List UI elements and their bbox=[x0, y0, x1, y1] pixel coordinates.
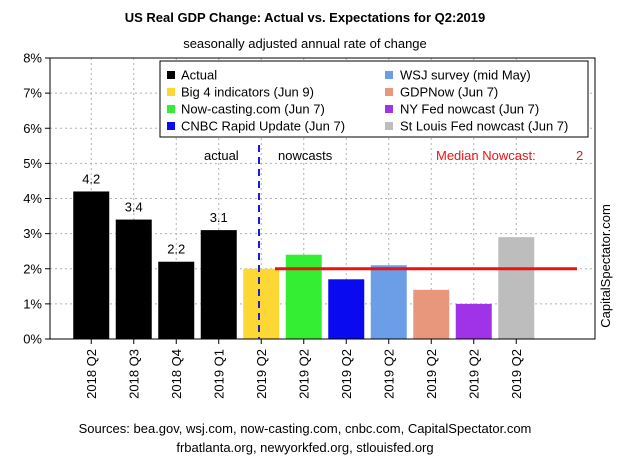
legend-entry-label: Actual bbox=[181, 68, 217, 83]
bar bbox=[498, 237, 535, 339]
sources-line-1: Sources: bea.gov, wsj.com, now-casting.c… bbox=[79, 421, 532, 436]
y-tick-label: 1% bbox=[23, 296, 42, 311]
x-axis: 2018 Q2 2018 Q3 2018 Q4 2019 Q1 2019 Q2 2019 … bbox=[84, 339, 524, 399]
y-tick-label: 8% bbox=[23, 51, 42, 66]
bar bbox=[200, 230, 237, 339]
y-tick-label: 6% bbox=[23, 121, 42, 136]
bars-layer: 4.2 3.4 2.2 3.1 bbox=[73, 171, 535, 339]
y-axis: 0% 1% 2% 3% 4% 5% 6% 7% 8% bbox=[23, 51, 50, 347]
bar-data-label: 3.1 bbox=[210, 210, 228, 225]
x-tick-label: 2018 Q4 bbox=[169, 349, 184, 399]
legend-swatch bbox=[385, 105, 393, 113]
bar bbox=[455, 303, 492, 339]
legend-swatch bbox=[385, 88, 393, 96]
legend-swatch bbox=[167, 105, 175, 113]
watermark: CapitalSpectator.com bbox=[598, 204, 613, 328]
x-tick-label: 2019 Q2 bbox=[509, 349, 524, 399]
bar bbox=[328, 279, 365, 339]
legend-entry-label: Now-casting.com (Jun 7) bbox=[181, 102, 325, 117]
x-tick-label: 2019 Q1 bbox=[211, 349, 226, 399]
bar bbox=[73, 191, 110, 339]
y-tick-label: 3% bbox=[23, 226, 42, 241]
legend-entry-label: WSJ survey (mid May) bbox=[400, 68, 531, 83]
x-tick-label: 2019 Q2 bbox=[381, 349, 396, 399]
legend-entry-label: CNBC Rapid Update (Jun 7) bbox=[181, 119, 345, 134]
legend-entry-label: Big 4 indicators (Jun 9) bbox=[181, 85, 314, 100]
actual-section-label: actual bbox=[204, 148, 239, 163]
bar-data-label: 4.2 bbox=[82, 171, 100, 186]
legend-swatch bbox=[167, 71, 175, 79]
bar bbox=[413, 289, 450, 339]
y-tick-label: 4% bbox=[23, 191, 42, 206]
legend-entry-label: NY Fed nowcast (Jun 7) bbox=[400, 102, 539, 117]
sources-line-2: frbatlanta.org, newyorkfed.org, stlouisf… bbox=[176, 440, 433, 455]
legend-entry-label: GDPNow (Jun 7) bbox=[400, 85, 498, 100]
median-nowcast-value: 2 bbox=[576, 148, 583, 163]
bar bbox=[370, 265, 407, 339]
x-tick-label: 2018 Q3 bbox=[126, 349, 141, 399]
median-nowcast-label: Median Nowcast: bbox=[436, 148, 536, 163]
bar bbox=[243, 268, 280, 339]
x-tick-label: 2019 Q2 bbox=[254, 349, 269, 399]
nowcasts-section-label: nowcasts bbox=[278, 148, 333, 163]
y-tick-label: 7% bbox=[23, 86, 42, 101]
x-tick-label: 2019 Q2 bbox=[424, 349, 439, 399]
bar-data-label: 3.4 bbox=[125, 200, 143, 215]
x-tick-label: 2019 Q2 bbox=[339, 349, 354, 399]
x-tick-label: 2018 Q2 bbox=[84, 349, 99, 399]
x-tick-label: 2019 Q2 bbox=[466, 349, 481, 399]
legend-swatch bbox=[385, 71, 393, 79]
legend-items: Actual Big 4 indicators (Jun 9) Now-castin… bbox=[167, 68, 568, 134]
legend: Actual Big 4 indicators (Jun 9) Now-castin… bbox=[159, 60, 589, 138]
legend-swatch bbox=[167, 122, 175, 130]
bar bbox=[115, 219, 152, 339]
y-tick-label: 5% bbox=[23, 156, 42, 171]
bar bbox=[158, 261, 195, 339]
chart-title: US Real GDP Change: Actual vs. Expectati… bbox=[125, 10, 486, 25]
legend-entry-label: St Louis Fed nowcast (Jun 7) bbox=[400, 119, 568, 134]
legend-box bbox=[159, 60, 589, 138]
chart-subtitle: seasonally adjusted annual rate of chang… bbox=[183, 36, 427, 51]
bar-data-label: 2.2 bbox=[167, 242, 185, 257]
legend-swatch bbox=[385, 122, 393, 130]
y-tick-label: 0% bbox=[23, 332, 42, 347]
y-tick-label: 2% bbox=[23, 261, 42, 276]
legend-swatch bbox=[167, 88, 175, 96]
x-tick-label: 2019 Q2 bbox=[296, 349, 311, 399]
